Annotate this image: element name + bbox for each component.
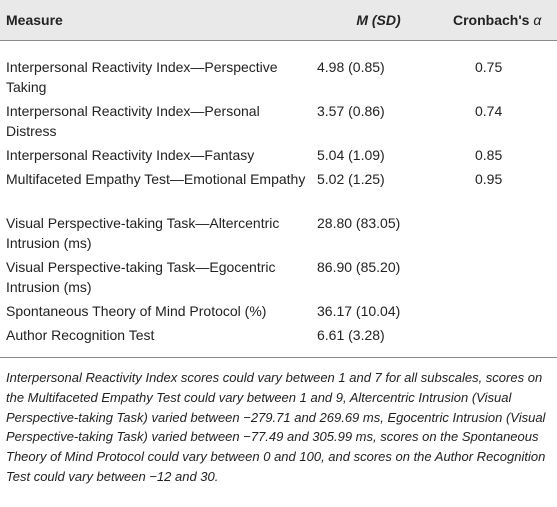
cell-measure: Multifaceted Empathy Test—Emotional Empa… bbox=[6, 171, 306, 187]
table-row: Visual Perspective-taking Task—Egocentri… bbox=[0, 257, 557, 301]
cell-alpha: 0.75 bbox=[475, 59, 503, 75]
cell-mean-sd: 36.17 (10.04) bbox=[317, 303, 401, 319]
cell-mean-sd: 3.57 (0.86) bbox=[317, 103, 385, 119]
table-footnote: Interpersonal Reactivity Index scores co… bbox=[6, 370, 546, 484]
cell-alpha: 0.95 bbox=[475, 171, 503, 187]
cell-mean-sd: 6.61 (3.28) bbox=[306, 325, 451, 358]
cell-mean-sd: 86.90 (85.20) bbox=[317, 259, 401, 275]
cell-mean-sd: 4.98 (0.85) bbox=[317, 59, 385, 75]
table-row: Multifaceted Empathy Test—Emotional Empa… bbox=[0, 169, 557, 213]
cell-alpha bbox=[451, 301, 557, 325]
table-row: Interpersonal Reactivity Index—Personal … bbox=[0, 101, 557, 145]
cell-alpha bbox=[451, 325, 557, 358]
header-measure: Measure bbox=[0, 0, 306, 41]
cell-measure: Visual Perspective-taking Task—Egocentri… bbox=[6, 259, 276, 295]
cell-measure: Author Recognition Test bbox=[0, 325, 306, 358]
header-cronbach-label: Cronbach's bbox=[453, 12, 534, 28]
descriptive-statistics-table: Measure M (SD) Cronbach's α Interpersona… bbox=[0, 0, 557, 358]
cell-alpha bbox=[451, 213, 557, 257]
header-mean-symbol: M bbox=[356, 12, 368, 28]
cell-alpha: 0.85 bbox=[475, 147, 503, 163]
descriptive-statistics-table-container: Measure M (SD) Cronbach's α Interpersona… bbox=[0, 0, 557, 484]
cell-alpha: 0.74 bbox=[475, 103, 503, 119]
table-row: Interpersonal Reactivity Index—Fantasy 5… bbox=[0, 145, 557, 169]
cell-mean-sd: 5.04 (1.09) bbox=[317, 147, 385, 163]
table-row: Spontaneous Theory of Mind Protocol (%) … bbox=[0, 301, 557, 325]
cell-measure: Visual Perspective-taking Task—Altercent… bbox=[6, 215, 280, 251]
cell-mean-sd: 28.80 (83.05) bbox=[317, 215, 401, 231]
header-mean-sd: M (SD) bbox=[306, 0, 451, 41]
cell-measure: Interpersonal Reactivity Index—Perspecti… bbox=[6, 59, 278, 95]
header-sd-symbol: (SD) bbox=[371, 12, 401, 28]
header-alpha-symbol: α bbox=[533, 12, 542, 28]
cell-alpha bbox=[451, 257, 557, 301]
table-row: Author Recognition Test 6.61 (3.28) bbox=[0, 325, 557, 358]
table-row: Visual Perspective-taking Task—Altercent… bbox=[0, 213, 557, 257]
header-row: Measure M (SD) Cronbach's α bbox=[0, 0, 557, 41]
table-row: Interpersonal Reactivity Index—Perspecti… bbox=[0, 41, 557, 102]
table-header: Measure M (SD) Cronbach's α bbox=[0, 0, 557, 41]
cell-measure: Interpersonal Reactivity Index—Personal … bbox=[6, 103, 260, 139]
header-cronbach-alpha: Cronbach's α bbox=[451, 0, 557, 41]
cell-mean-sd: 5.02 (1.25) bbox=[317, 171, 385, 187]
cell-measure: Spontaneous Theory of Mind Protocol (%) bbox=[6, 303, 267, 319]
table-body: Interpersonal Reactivity Index—Perspecti… bbox=[0, 41, 557, 358]
cell-measure: Interpersonal Reactivity Index—Fantasy bbox=[6, 147, 255, 163]
